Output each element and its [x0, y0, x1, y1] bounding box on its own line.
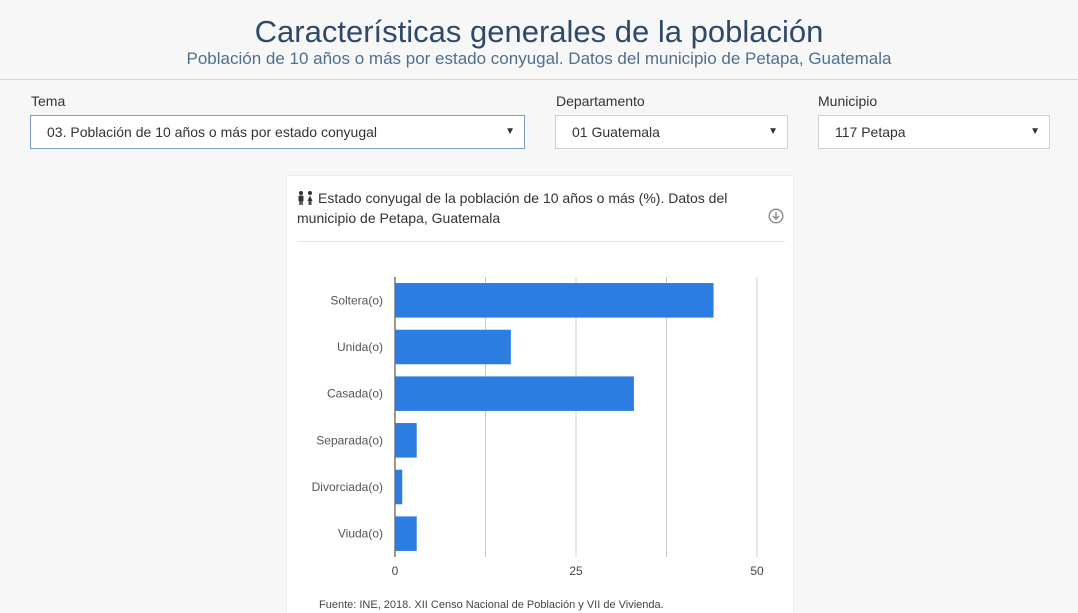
page-subtitle: Población de 10 años o más por estado co…: [186, 49, 892, 68]
category-label: Separada(o): [316, 433, 383, 447]
chevron-down-icon: ▼: [505, 126, 515, 137]
departamento-label: Departamento: [556, 93, 645, 109]
page-header: Características generales de la població…: [0, 0, 1078, 80]
bar[interactable]: [395, 516, 417, 551]
category-label: Soltera(o): [330, 293, 383, 307]
category-label: Casada(o): [327, 387, 383, 401]
x-tick-label: 25: [569, 564, 583, 578]
chart-title-text: Estado conyugal de la población de 10 añ…: [297, 190, 728, 226]
category-label: Viuda(o): [338, 527, 383, 541]
x-tick-label: 0: [392, 564, 399, 578]
people-icon: [298, 191, 313, 205]
departamento-select[interactable]: 01 Guatemala ▼: [555, 115, 788, 149]
municipio-select-value: 117 Petapa: [835, 124, 906, 140]
source-note: Fuente: INE, 2018. XII Censo Nacional de…: [319, 599, 664, 611]
bar[interactable]: [395, 329, 511, 365]
download-icon[interactable]: [768, 208, 784, 224]
tema-label: Tema: [31, 93, 66, 109]
card-divider: [297, 241, 785, 242]
chevron-down-icon: ▼: [1030, 126, 1040, 137]
x-tick-label: 50: [750, 564, 764, 578]
municipio-select[interactable]: 117 Petapa ▼: [818, 115, 1050, 149]
bar-chart: 0 25 50 Soltera(o) Unida(o) Casada(o) Separada…: [312, 277, 764, 578]
tema-select-value: 03. Población de 10 años o más por estad…: [47, 124, 378, 140]
municipio-label: Municipio: [818, 93, 878, 109]
chart-card: Estado conyugal de la población de 10 añ…: [286, 175, 794, 613]
bar[interactable]: [395, 469, 403, 505]
departamento-select-value: 01 Guatemala: [572, 124, 660, 140]
category-label: Unida(o): [337, 340, 383, 354]
page-title: Características generales de la població…: [254, 14, 824, 49]
tema-select[interactable]: 03. Población de 10 años o más por estad…: [30, 115, 525, 149]
chevron-down-icon: ▼: [768, 126, 778, 137]
bar[interactable]: [395, 423, 417, 458]
bar[interactable]: [395, 376, 634, 411]
category-label: Divorciada(o): [312, 480, 383, 494]
bar[interactable]: [395, 283, 714, 318]
chart-title: Estado conyugal de la población de 10 añ…: [297, 188, 747, 228]
